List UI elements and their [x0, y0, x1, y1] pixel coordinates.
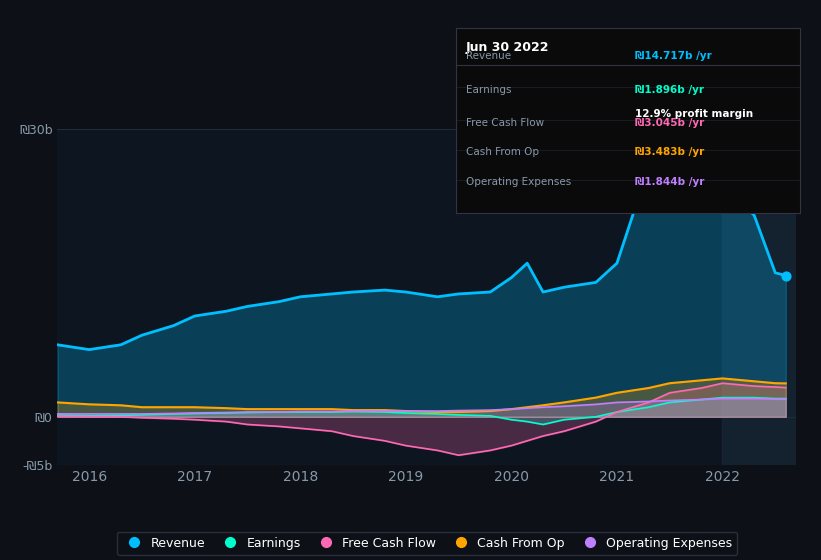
Text: Free Cash Flow: Free Cash Flow [466, 118, 544, 128]
Text: Cash From Op: Cash From Op [466, 147, 539, 157]
Text: ₪3.045b /yr: ₪3.045b /yr [635, 118, 704, 128]
Text: Operating Expenses: Operating Expenses [466, 177, 571, 187]
Point [779, 271, 792, 280]
Text: ₪1.896b /yr: ₪1.896b /yr [635, 85, 704, 95]
Text: ₪1.844b /yr: ₪1.844b /yr [635, 177, 704, 187]
Text: ₪3.483b /yr: ₪3.483b /yr [635, 147, 704, 157]
Text: Jun 30 2022: Jun 30 2022 [466, 41, 549, 54]
Text: Earnings: Earnings [466, 85, 511, 95]
Bar [722, 129, 796, 465]
Legend: Revenue, Earnings, Free Cash Flow, Cash From Op, Operating Expenses: Revenue, Earnings, Free Cash Flow, Cash … [117, 531, 737, 554]
Text: ₪14.717b /yr: ₪14.717b /yr [635, 52, 712, 61]
Text: 12.9% profit margin: 12.9% profit margin [635, 109, 753, 119]
Text: Revenue: Revenue [466, 52, 511, 61]
